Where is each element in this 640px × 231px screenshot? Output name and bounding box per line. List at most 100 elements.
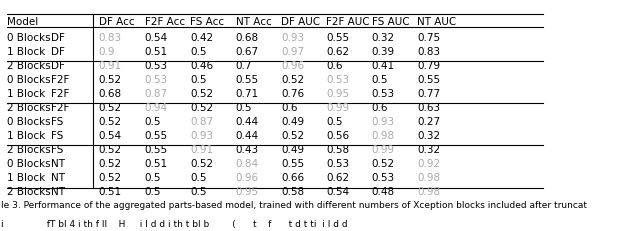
Text: 0.83: 0.83 [99, 33, 122, 43]
Text: NT AUC: NT AUC [417, 17, 456, 27]
Text: FS Acc: FS Acc [190, 17, 224, 27]
Text: 0.91: 0.91 [99, 61, 122, 71]
Text: 0.93: 0.93 [281, 33, 304, 43]
Text: FS: FS [51, 117, 63, 127]
Text: 0.54: 0.54 [99, 131, 122, 140]
Text: 0.52: 0.52 [99, 117, 122, 127]
Text: 0.44: 0.44 [236, 131, 259, 140]
Text: 0.52: 0.52 [372, 158, 395, 168]
Text: 0.5: 0.5 [190, 75, 207, 85]
Text: DF: DF [51, 47, 65, 57]
Text: 0.5: 0.5 [190, 186, 207, 196]
Text: 0.52: 0.52 [99, 172, 122, 182]
Text: 0.5: 0.5 [145, 186, 161, 196]
Text: Model: Model [7, 17, 38, 27]
Text: F2F: F2F [51, 89, 69, 99]
Text: DF Acc: DF Acc [99, 17, 134, 27]
Text: 0.52: 0.52 [190, 89, 213, 99]
Text: 0.87: 0.87 [190, 117, 213, 127]
Text: 0.51: 0.51 [145, 47, 168, 57]
Text: 0.52: 0.52 [99, 144, 122, 154]
Text: F2F AUC: F2F AUC [326, 17, 370, 27]
Text: DF: DF [51, 33, 65, 43]
Text: 0.84: 0.84 [236, 158, 259, 168]
Text: 0.53: 0.53 [145, 75, 168, 85]
Text: 0.49: 0.49 [281, 117, 304, 127]
Text: 0 Blocks: 0 Blocks [7, 33, 51, 43]
Text: 0.62: 0.62 [326, 172, 349, 182]
Text: 0.92: 0.92 [417, 158, 440, 168]
Text: 0.52: 0.52 [99, 103, 122, 113]
Text: 0.58: 0.58 [281, 186, 304, 196]
Text: F2F: F2F [51, 103, 69, 113]
Text: 0.39: 0.39 [372, 47, 395, 57]
Text: 0.52: 0.52 [190, 103, 213, 113]
Text: 0.43: 0.43 [236, 144, 259, 154]
Text: 2 Blocks: 2 Blocks [7, 144, 51, 154]
Text: 0.93: 0.93 [190, 131, 213, 140]
Text: 0.52: 0.52 [99, 158, 122, 168]
Text: 0.32: 0.32 [417, 131, 440, 140]
Text: 0.87: 0.87 [145, 89, 168, 99]
Text: 0.53: 0.53 [372, 172, 395, 182]
Text: 0.91: 0.91 [190, 144, 213, 154]
Text: 0.51: 0.51 [145, 158, 168, 168]
Text: 0.42: 0.42 [190, 33, 213, 43]
Text: 0.79: 0.79 [417, 61, 440, 71]
Text: 0.95: 0.95 [236, 186, 259, 196]
Text: 0.58: 0.58 [326, 144, 349, 154]
Text: 0.44: 0.44 [236, 117, 259, 127]
Text: FS: FS [51, 144, 63, 154]
Text: 0.6: 0.6 [326, 61, 343, 71]
Text: 0.62: 0.62 [326, 47, 349, 57]
Text: 0.55: 0.55 [417, 75, 440, 85]
Text: 0.6: 0.6 [281, 103, 298, 113]
Text: 0.5: 0.5 [236, 103, 252, 113]
Text: 0.83: 0.83 [417, 47, 440, 57]
Text: 0.46: 0.46 [190, 61, 213, 71]
Text: 0.66: 0.66 [281, 172, 304, 182]
Text: 0.53: 0.53 [372, 89, 395, 99]
Text: le 3. Performance of the aggregated parts-based model, trained with different nu: le 3. Performance of the aggregated part… [1, 200, 588, 209]
Text: FS: FS [51, 131, 63, 140]
Text: 0.5: 0.5 [145, 117, 161, 127]
Text: 0.55: 0.55 [326, 33, 349, 43]
Text: 0.94: 0.94 [145, 103, 168, 113]
Text: 0.5: 0.5 [372, 75, 388, 85]
Text: 0.75: 0.75 [417, 33, 440, 43]
Text: NT: NT [51, 158, 65, 168]
Text: 0.49: 0.49 [281, 144, 304, 154]
Text: 0.98: 0.98 [372, 131, 395, 140]
Text: 0.32: 0.32 [417, 144, 440, 154]
Text: 0.5: 0.5 [326, 117, 343, 127]
Text: 0.96: 0.96 [281, 61, 304, 71]
Text: 0.53: 0.53 [326, 158, 349, 168]
Text: 0.71: 0.71 [236, 89, 259, 99]
Text: 0.95: 0.95 [326, 89, 349, 99]
Text: 0.9: 0.9 [99, 47, 115, 57]
Text: 0.63: 0.63 [417, 103, 440, 113]
Text: i               fT bl 4 i th f ll    H     i l d d i th t bl b        (      t  : i fT bl 4 i th f ll H i l d d i th t bl … [1, 219, 348, 228]
Text: 0.68: 0.68 [236, 33, 259, 43]
Text: 0.54: 0.54 [145, 33, 168, 43]
Text: FS AUC: FS AUC [372, 17, 410, 27]
Text: 0.98: 0.98 [417, 186, 440, 196]
Text: NT Acc: NT Acc [236, 17, 271, 27]
Text: 0.52: 0.52 [99, 75, 122, 85]
Text: F2F Acc: F2F Acc [145, 17, 185, 27]
Text: 1 Block: 1 Block [7, 47, 45, 57]
Text: DF AUC: DF AUC [281, 17, 320, 27]
Text: 2 Blocks: 2 Blocks [7, 186, 51, 196]
Text: 0.5: 0.5 [145, 172, 161, 182]
Text: 0.55: 0.55 [145, 144, 168, 154]
Text: F2F: F2F [51, 75, 69, 85]
Text: 1 Block: 1 Block [7, 172, 45, 182]
Text: 0.52: 0.52 [281, 75, 304, 85]
Text: 0.96: 0.96 [236, 172, 259, 182]
Text: 0.27: 0.27 [417, 117, 440, 127]
Text: 0.53: 0.53 [326, 75, 349, 85]
Text: 0.32: 0.32 [372, 33, 395, 43]
Text: 0.52: 0.52 [281, 131, 304, 140]
Text: 0.76: 0.76 [281, 89, 304, 99]
Text: 0.55: 0.55 [145, 131, 168, 140]
